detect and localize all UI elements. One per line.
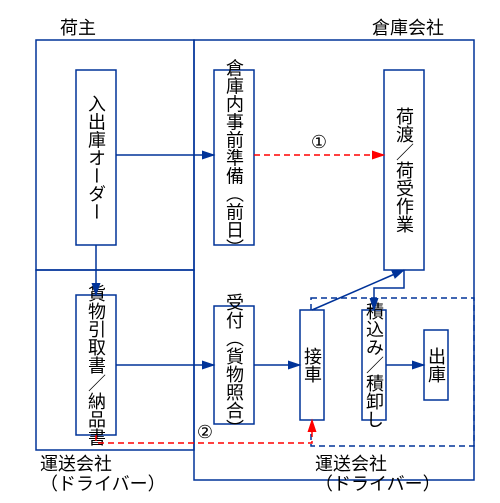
svg-text:（ドライバー）: （ドライバー）	[315, 474, 441, 494]
flowchart: 荷主倉庫会社運送会社（ドライバー）運送会社（ドライバー）入出庫オーダー倉庫内事前…	[0, 0, 500, 503]
node-label-order: 入出庫オーダー	[86, 95, 106, 221]
svg-text:（ドライバー）: （ドライバー）	[40, 474, 166, 494]
svg-text:運送会社: 運送会社	[40, 454, 112, 474]
node-label-prep: 倉庫内事前準備（前日）	[224, 58, 244, 256]
svg-text:荷主: 荷主	[60, 18, 96, 38]
node-label-load: 積込み／積卸し	[364, 302, 384, 428]
node-label-doc: 貨物引取書／納品書	[86, 284, 106, 446]
node-label-deliver: 荷渡／荷受作業	[394, 107, 414, 233]
svg-text:①: ①	[311, 132, 327, 152]
svg-text:②: ②	[197, 422, 213, 442]
frame-driver2	[311, 298, 474, 446]
node-label-connect: 接車	[302, 347, 322, 383]
node-label-ship: 出庫	[426, 347, 446, 383]
edge	[312, 270, 404, 310]
svg-text:運送会社: 運送会社	[315, 454, 387, 474]
node-label-recept: 受付（貨物照合）	[224, 293, 244, 437]
svg-text:倉庫会社: 倉庫会社	[372, 18, 444, 38]
